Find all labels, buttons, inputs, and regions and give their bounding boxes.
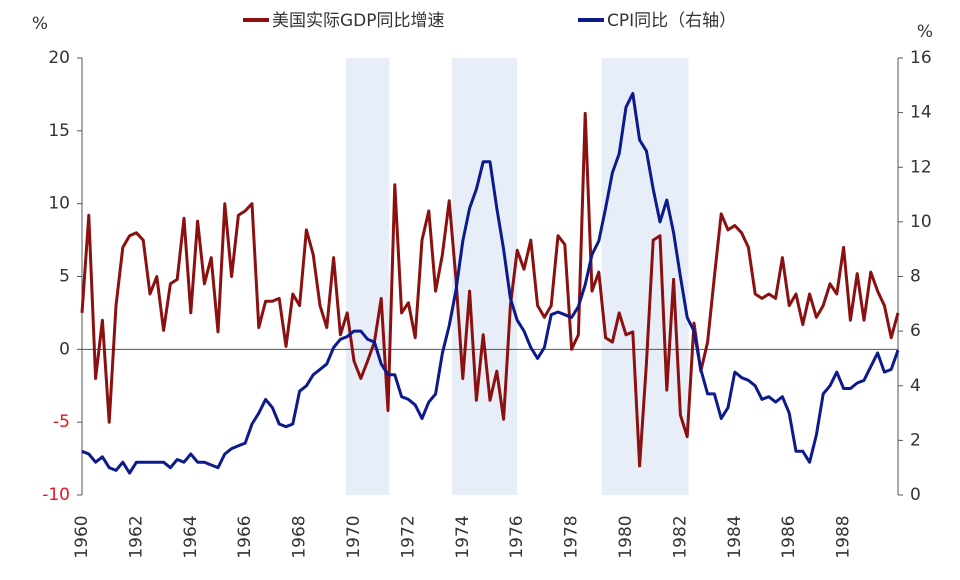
y2-tick-label: 16 (910, 48, 932, 68)
y-tick-label: 20 (48, 48, 70, 68)
y2-unit: % (917, 22, 933, 42)
y-tick-label: 0 (59, 339, 70, 359)
x-tick-label: 1986 (779, 515, 799, 558)
x-tick-label: 1960 (72, 515, 92, 558)
shaded-period (601, 58, 689, 495)
y2-tick-label: 12 (910, 157, 932, 177)
series-line (80, 111, 900, 468)
x-tick-label: 1978 (562, 515, 582, 558)
y2-tick-label: 6 (910, 321, 921, 341)
y-tick-label: 15 (48, 121, 70, 141)
x-tick-label: 1972 (398, 515, 418, 558)
y-unit: % (32, 14, 48, 34)
x-tick-label: 1974 (453, 515, 473, 558)
x-tick-label: 1966 (235, 515, 255, 558)
y2-tick-label: 4 (910, 376, 921, 396)
x-tick-label: 1976 (507, 515, 527, 558)
x-tick-label: 1984 (725, 515, 745, 558)
y-tick-label: -10 (42, 485, 70, 505)
legend-label: CPI同比（右轴） (607, 11, 736, 31)
y2-tick-label: 10 (910, 212, 932, 232)
shaded-period (345, 58, 390, 495)
y-tick-label: -5 (53, 412, 70, 432)
x-tick-label: 1970 (344, 515, 364, 558)
x-tick-label: 1980 (616, 515, 636, 558)
y2-tick-label: 2 (910, 430, 921, 450)
y-tick-label: 10 (48, 194, 70, 214)
y2-tick-label: 14 (910, 103, 932, 123)
series-line (81, 92, 900, 475)
y-tick-label: 5 (59, 267, 70, 287)
x-tick-label: 1962 (126, 515, 146, 558)
x-tick-label: 1988 (834, 515, 854, 558)
y2-tick-label: 0 (910, 485, 921, 505)
x-tick-label: 1968 (290, 515, 310, 558)
x-tick-label: 1964 (181, 515, 201, 558)
x-tick-label: 1982 (670, 515, 690, 558)
y2-tick-label: 8 (910, 267, 921, 287)
legend-label: 美国实际GDP同比增速 (272, 11, 445, 31)
